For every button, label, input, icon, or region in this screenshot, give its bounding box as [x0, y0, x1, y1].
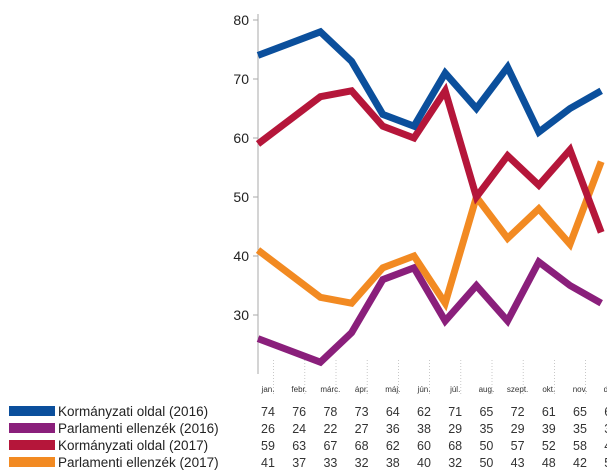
data-label: 56	[604, 456, 607, 470]
data-label: 32	[355, 456, 369, 470]
data-label: 32	[448, 456, 462, 470]
data-label: 59	[261, 439, 275, 453]
data-label: 22	[323, 422, 337, 436]
data-label: 62	[417, 405, 431, 419]
data-label: 29	[511, 422, 525, 436]
y-axis: 30 40 50 60 70 80	[233, 12, 259, 374]
data-label: 67	[323, 439, 337, 453]
x-axis: jan. febr. márc. ápr. máj. jún. júl. aug. szept.…	[261, 385, 607, 394]
series-line	[255, 82, 605, 234]
x-tick-label: dec.	[604, 385, 607, 394]
data-label: 71	[448, 405, 462, 419]
y-tick-label: 60	[233, 130, 249, 146]
x-tick-label: nov.	[573, 385, 588, 394]
y-tick-label: 50	[233, 189, 249, 205]
y-tick-label: 80	[233, 12, 249, 28]
data-label: 38	[417, 422, 431, 436]
series-line	[256, 27, 603, 138]
data-label: 38	[386, 456, 400, 470]
legend-label: Parlamenti ellenzék (2016)	[58, 421, 219, 436]
legend-swatch	[9, 440, 55, 450]
data-label: 40	[417, 456, 431, 470]
data-label: 50	[479, 456, 493, 470]
y-tick-label: 30	[233, 307, 249, 323]
legend-swatch	[9, 457, 55, 467]
data-label: 44	[604, 439, 607, 453]
y-tick-label: 70	[233, 71, 249, 87]
series-line	[255, 160, 605, 312]
data-label: 48	[542, 456, 556, 470]
data-label: 37	[292, 456, 306, 470]
x-tick-label: szept.	[507, 385, 528, 394]
data-label: 39	[542, 422, 556, 436]
legend-swatch	[9, 423, 55, 433]
data-label: 65	[479, 405, 493, 419]
data-label: 76	[292, 405, 306, 419]
data-label: 63	[292, 439, 306, 453]
data-label: 26	[261, 422, 275, 436]
x-tick-label: aug.	[479, 385, 495, 394]
data-label: 61	[542, 405, 556, 419]
data-label: 72	[511, 405, 525, 419]
legend-label: Parlamenti ellenzék (2017)	[58, 455, 219, 470]
data-label: 68	[355, 439, 369, 453]
data-label: 58	[573, 439, 587, 453]
data-label: 60	[417, 439, 431, 453]
data-label: 42	[573, 456, 587, 470]
data-label: 74	[261, 405, 275, 419]
data-label: 50	[479, 439, 493, 453]
data-label: 35	[479, 422, 493, 436]
x-tick-label: márc.	[320, 385, 340, 394]
data-label: 32	[604, 422, 607, 436]
x-tick-label: okt.	[542, 385, 555, 394]
data-label: 68	[604, 405, 607, 419]
data-label: 73	[355, 405, 369, 419]
data-label: 57	[511, 439, 525, 453]
data-label: 78	[323, 405, 337, 419]
x-tick-label: júl.	[449, 385, 460, 394]
data-label: 62	[386, 439, 400, 453]
legend-label: Kormányzati oldal (2016)	[58, 404, 208, 419]
data-label: 35	[573, 422, 587, 436]
x-tick-label: ápr.	[355, 385, 368, 394]
legend-label: Kormányzati oldal (2017)	[58, 438, 208, 453]
data-label: 64	[386, 405, 400, 419]
data-label: 52	[542, 439, 556, 453]
chart-gridlines	[273, 360, 586, 396]
y-tick-label: 40	[233, 248, 249, 264]
data-label: 68	[448, 439, 462, 453]
legend-swatch	[9, 406, 55, 416]
data-label: 24	[292, 422, 306, 436]
data-label: 29	[448, 422, 462, 436]
x-tick-label: jún.	[417, 385, 431, 394]
data-label: 41	[261, 456, 275, 470]
data-label: 33	[323, 456, 337, 470]
data-label: 36	[386, 422, 400, 436]
chart-lines	[255, 27, 605, 367]
x-tick-label: jan.	[261, 385, 275, 394]
x-tick-label: febr.	[291, 385, 307, 394]
series-line	[256, 256, 603, 367]
data-label: 65	[573, 405, 587, 419]
data-label: 43	[511, 456, 525, 470]
x-tick-label: máj.	[385, 385, 400, 394]
legend-table: Kormányzati oldal (2016) 74 76 78 73 64 62 71 65…	[9, 404, 607, 470]
data-label: 27	[355, 422, 369, 436]
